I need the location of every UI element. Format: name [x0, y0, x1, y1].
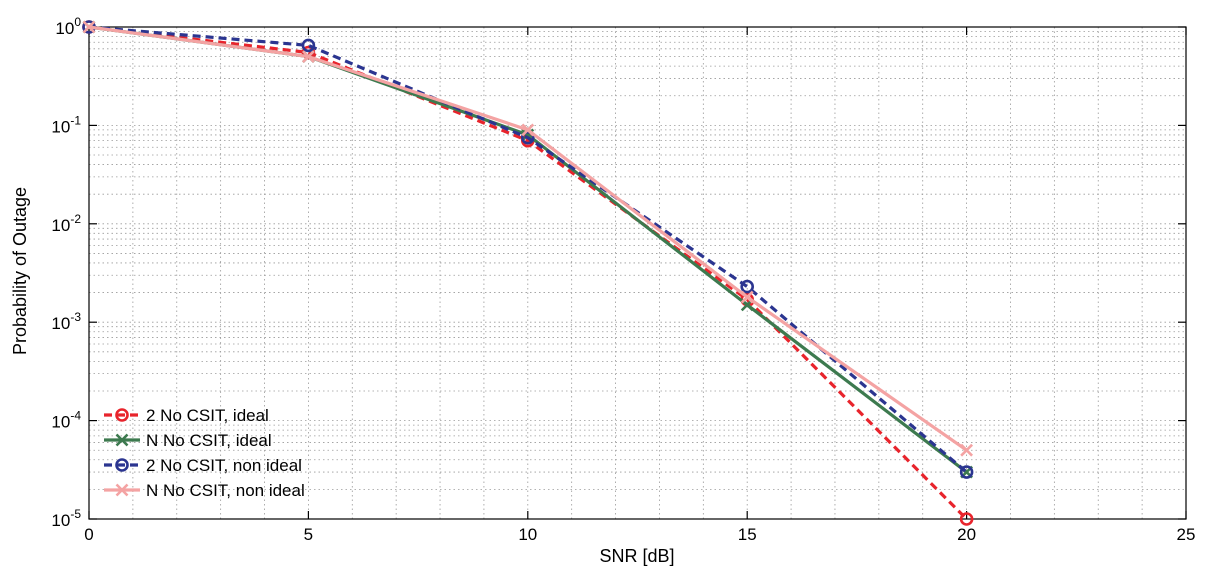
legend-label: 2 No CSIT, non ideal	[146, 456, 302, 475]
x-tick-label: 20	[957, 525, 976, 544]
legend: 2 No CSIT, ideal N No CSIT, ideal 2 No CSI…	[104, 406, 305, 500]
series-4	[82, 20, 974, 457]
data-point	[521, 123, 535, 137]
y-tick-label: 10-2	[51, 212, 81, 235]
series-group	[82, 20, 974, 526]
plot-area	[89, 27, 1186, 519]
legend-entry: 2 No CSIT, ideal	[104, 406, 269, 425]
data-point	[115, 408, 129, 422]
y-tick-label: 10-1	[51, 113, 81, 136]
legend-entry: 2 No CSIT, non ideal	[104, 456, 302, 475]
data-point	[115, 483, 129, 497]
x-tick-label: 5	[304, 525, 313, 544]
data-point	[959, 465, 974, 479]
axes: 0 5 10 15 20 25 100 10-1 10-2 10-3 10-4 10-5	[51, 15, 1195, 544]
y-tick-label: 100	[55, 15, 81, 38]
data-point	[115, 433, 129, 447]
y-axis-label: Probability of Outage	[10, 187, 30, 355]
legend-label: N No CSIT, ideal	[146, 431, 272, 450]
legend-label: N No CSIT, non ideal	[146, 481, 305, 500]
plot-frame	[88, 26, 1187, 520]
x-axis-label: SNR [dB]	[599, 546, 674, 566]
data-point	[301, 38, 316, 53]
data-point	[115, 458, 129, 472]
data-point	[959, 512, 974, 526]
data-point	[740, 279, 755, 294]
legend-entry: N No CSIT, ideal	[104, 431, 272, 450]
series-line	[88, 25, 968, 521]
data-point	[740, 290, 754, 304]
x-tick-label: 0	[84, 525, 93, 544]
data-point	[960, 443, 974, 457]
x-tick-label: 15	[738, 525, 757, 544]
y-tick-label: 10-3	[51, 310, 81, 333]
data-point	[301, 50, 315, 64]
x-tick-label: 10	[518, 525, 537, 544]
data-point	[82, 20, 96, 34]
y-tick-label: 10-4	[51, 409, 81, 432]
x-tick-label: 25	[1177, 525, 1196, 544]
grid	[88, 27, 1187, 520]
y-tick-label: 10-5	[51, 507, 81, 530]
legend-entry: N No CSIT, non ideal	[104, 481, 305, 500]
legend-label: 2 No CSIT, ideal	[146, 406, 269, 425]
data-point	[520, 130, 535, 145]
